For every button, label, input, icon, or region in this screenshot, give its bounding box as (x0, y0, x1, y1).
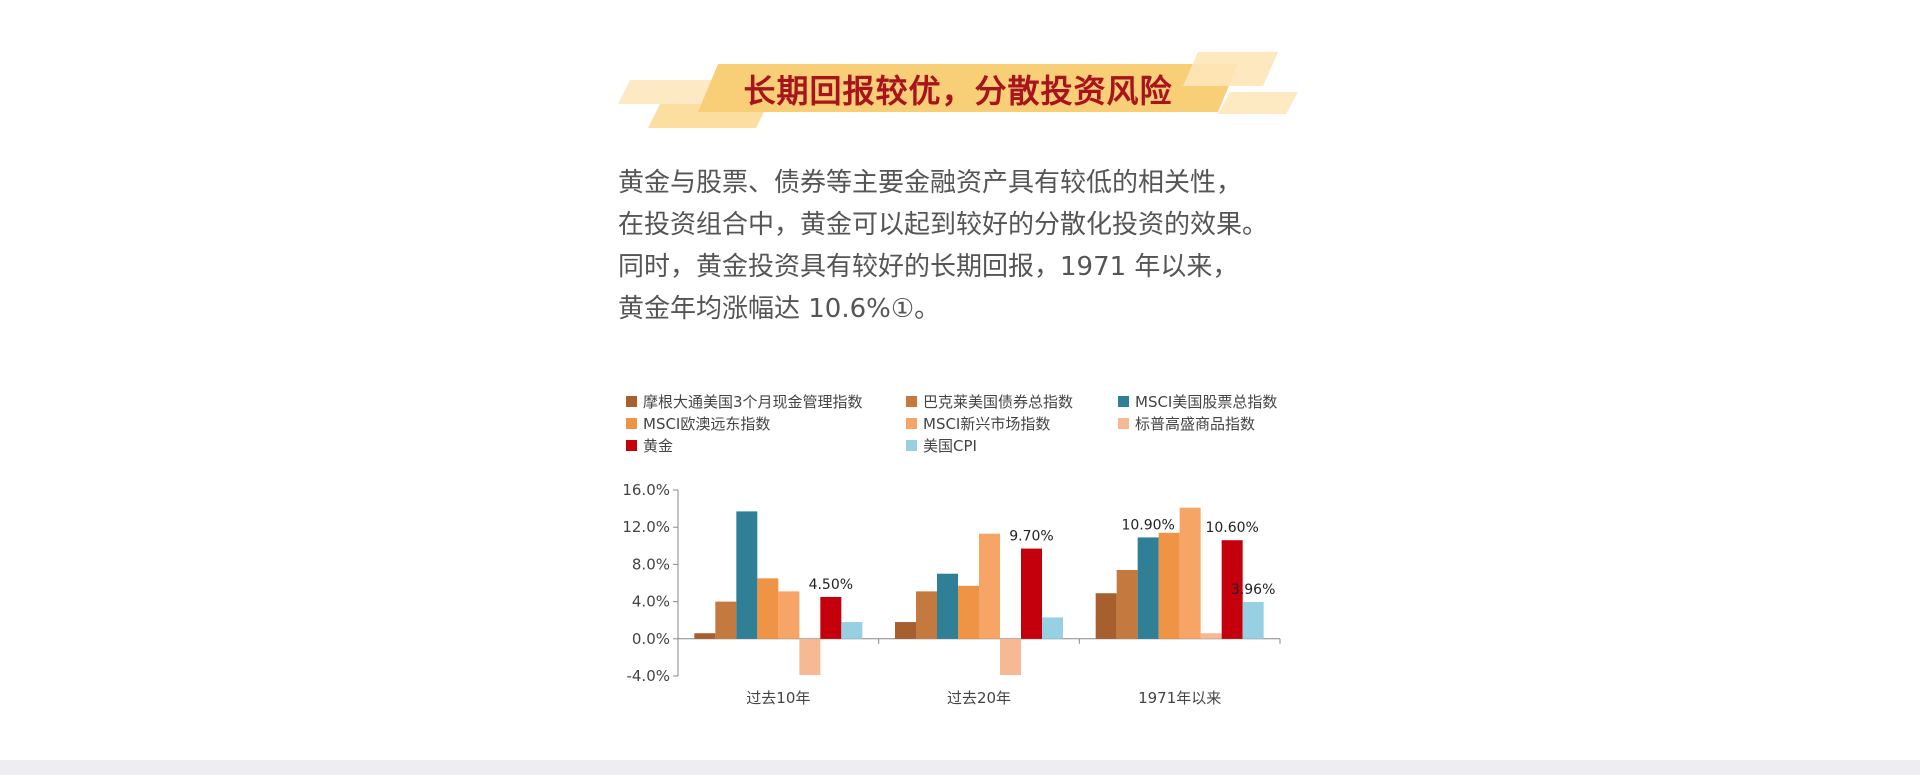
bar (841, 622, 863, 639)
bar (1042, 617, 1063, 639)
legend-swatch (626, 396, 637, 407)
x-tick-label: 过去10年 (746, 689, 810, 707)
bar (799, 638, 821, 676)
legend-swatch (626, 418, 637, 429)
banner-stripe-right-2 (1218, 92, 1298, 114)
bar (736, 511, 758, 639)
y-tick-label: 4.0% (632, 593, 670, 611)
legend-label: MSCI新兴市场指数 (923, 415, 1051, 433)
bar (1200, 633, 1222, 639)
intro-line: 黄金与股票、债券等主要金融资产具有较低的相关性， (618, 168, 1243, 198)
legend-label: 美国CPI (923, 437, 977, 455)
data-label: 9.70% (1009, 529, 1053, 545)
y-tick-label: 16.0% (622, 481, 670, 499)
y-tick-label: 8.0% (632, 555, 670, 573)
bar (979, 533, 1000, 639)
bar (1242, 601, 1264, 639)
bar-chart: -4.0% 0.0% 4.0% 8.0% 12.0% 16.0% 过去10年 过去20年 197… (622, 481, 1281, 707)
legend-label: 巴克莱美国债券总指数 (923, 393, 1074, 411)
bar (694, 633, 716, 639)
page-title: 长期回报较优，分散投资风险 (743, 72, 1173, 110)
legend-item: 美国CPI (906, 436, 1118, 455)
bar (937, 573, 958, 639)
intro-line: 同时，黄金投资具有较好的长期回报，1971 年以来， (618, 252, 1239, 282)
intro-line: 在投资组合中，黄金可以起到较好的分散化投资的效果。 (618, 210, 1269, 240)
y-tick-label: 12.0% (622, 518, 670, 536)
intro-line: 黄金年均涨幅达 10.6%①。 (618, 294, 941, 324)
legend-swatch (1118, 396, 1129, 407)
legend-label: 黄金 (643, 437, 674, 455)
legend-swatch (1118, 418, 1129, 429)
legend-item: 摩根大通美国3个月现金管理指数 (626, 392, 906, 411)
bar (958, 585, 979, 639)
legend-swatch (906, 440, 917, 451)
bar (1116, 569, 1138, 639)
bar (916, 591, 937, 639)
y-tick-label: 0.0% (632, 630, 670, 648)
legend-label: MSCI欧澳远东指数 (643, 415, 771, 433)
bar (1158, 532, 1180, 639)
bar (1021, 548, 1042, 639)
data-label: 10.90% (1121, 517, 1174, 533)
legend-item: 黄金 (626, 436, 906, 455)
bar (757, 578, 779, 639)
banner-background (618, 52, 1298, 128)
legend-label: MSCI美国股票总指数 (1135, 393, 1278, 411)
title-banner: 长期回报较优，分散投资风险 (618, 48, 1298, 132)
bar (1095, 593, 1117, 639)
banner-main-band (698, 64, 1238, 112)
legend-item: MSCI美国股票总指数 (1118, 392, 1318, 411)
bar (778, 591, 800, 639)
legend-label: 摩根大通美国3个月现金管理指数 (643, 393, 863, 411)
legend-item: MSCI新兴市场指数 (906, 414, 1118, 433)
x-tick-label: 1971年以来 (1138, 689, 1221, 707)
bar (820, 596, 842, 639)
legend-swatch (626, 440, 637, 451)
legend-label: 标普高盛商品指数 (1135, 415, 1256, 433)
legend-item: MSCI欧澳远东指数 (626, 414, 906, 433)
intro-paragraph: 黄金与股票、债券等主要金融资产具有较低的相关性， 在投资组合中，黄金可以起到较好… (618, 162, 1318, 330)
bar (715, 601, 737, 639)
banner-stripe-right (1183, 52, 1278, 86)
bar (1179, 507, 1201, 639)
data-label: 4.50% (809, 577, 853, 593)
legend-swatch (906, 418, 917, 429)
data-label: 10.60% (1205, 520, 1258, 536)
y-tick-label: -4.0% (626, 667, 670, 685)
footer-bar (0, 760, 1920, 775)
legend-item: 巴克莱美国债券总指数 (906, 392, 1118, 411)
legend-item: 标普高盛商品指数 (1118, 414, 1318, 433)
chart-legend: 摩根大通美国3个月现金管理指数 巴克莱美国债券总指数 MSCI美国股票总指数 MSCI… (626, 392, 1326, 455)
bar (1000, 638, 1021, 676)
data-label: 3.96% (1231, 582, 1275, 598)
bar (1221, 540, 1243, 639)
bar (895, 622, 916, 639)
bar (1137, 537, 1159, 639)
legend-swatch (906, 396, 917, 407)
x-tick-label: 过去20年 (947, 689, 1011, 707)
